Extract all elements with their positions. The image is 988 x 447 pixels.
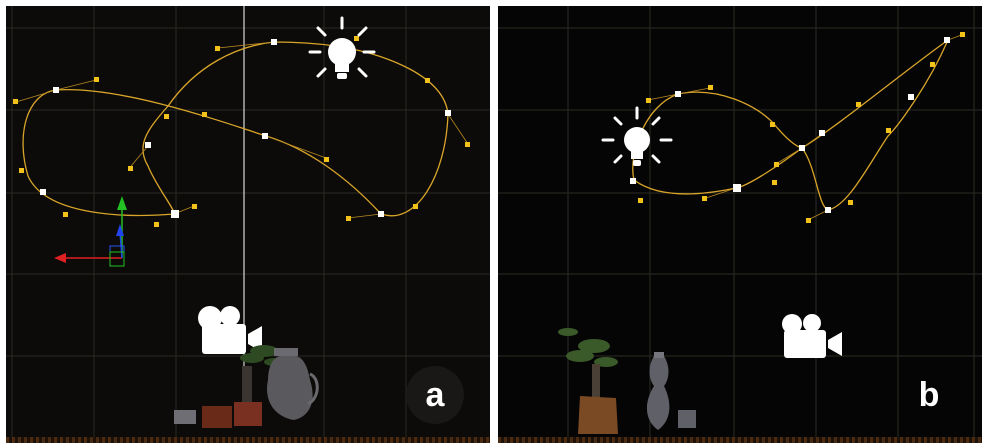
decanter: [646, 356, 670, 430]
cup: [678, 410, 696, 428]
light-path-curve[interactable]: [632, 38, 950, 211]
wooden-box: [202, 406, 232, 428]
plant: [558, 328, 618, 367]
viewport-a-canvas[interactable]: [6, 6, 490, 443]
control-points[interactable]: [13, 36, 470, 227]
viewport-b[interactable]: b: [498, 6, 982, 443]
jug: [267, 356, 313, 420]
viewport-a[interactable]: a: [6, 6, 490, 443]
vase: [592, 364, 600, 398]
viewport-grid: [498, 6, 982, 443]
floor-strip: [498, 437, 982, 443]
cup: [174, 410, 196, 424]
bezier-handles: [15, 41, 469, 219]
light-path-curve[interactable]: [22, 41, 449, 217]
key-points[interactable]: [630, 37, 950, 213]
still-life-objects: [558, 328, 696, 434]
movie-camera-icon[interactable]: [782, 314, 842, 358]
z-axis-arrow-icon: [116, 224, 124, 236]
lightbulb-icon[interactable]: [601, 106, 673, 166]
lightbulb-icon[interactable]: [308, 16, 376, 79]
bezier-handles: [647, 33, 965, 221]
y-axis-arrow-icon: [117, 196, 127, 210]
still-life-objects: [174, 345, 319, 428]
key-points[interactable]: [40, 39, 451, 218]
x-axis-arrow-icon: [54, 253, 66, 263]
panel-label-b: b: [918, 375, 940, 414]
wooden-box: [578, 396, 618, 434]
vase: [242, 366, 252, 408]
floor-strip: [6, 437, 490, 443]
control-points[interactable]: [638, 32, 965, 223]
movie-camera-icon[interactable]: [198, 306, 262, 354]
transform-gizmo[interactable]: [54, 196, 127, 267]
viewport-b-canvas[interactable]: [498, 6, 982, 443]
panel-label-a: a: [406, 366, 464, 424]
